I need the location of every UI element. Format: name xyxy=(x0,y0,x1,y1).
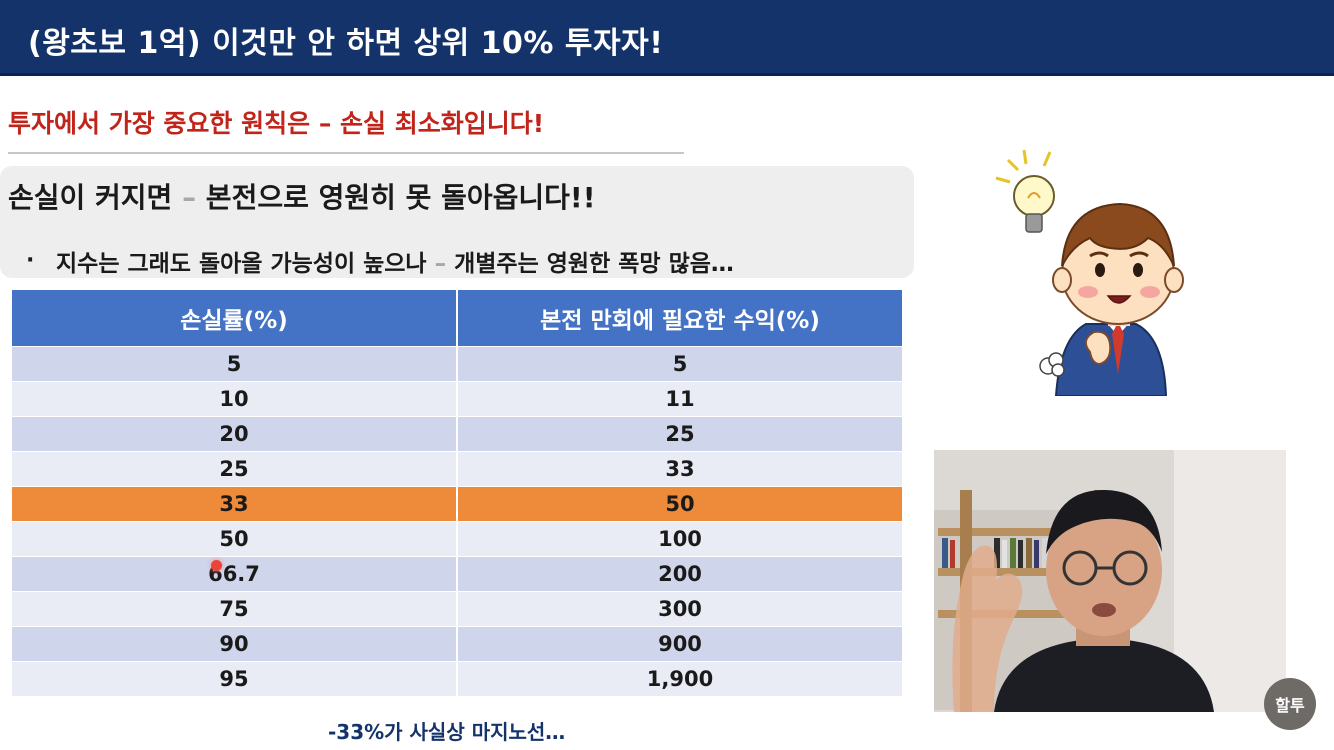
callout-main-after: 본전으로 영원히 못 돌아옵니다!! xyxy=(196,181,596,214)
callout-box xyxy=(0,166,914,278)
table-row-highlighted: 33 50 xyxy=(12,486,902,521)
loss-rate-cell: 50 xyxy=(219,527,249,551)
required-return-cell: 200 xyxy=(456,557,902,591)
callout-bullet-after: 개별주는 영원한 폭망 많음… xyxy=(446,251,734,277)
loss-rate-cell: 90 xyxy=(219,632,249,656)
required-return-cell: 5 xyxy=(456,347,902,381)
callout-main-dash: – xyxy=(182,181,197,214)
callout-bullet-before: 지수는 그래도 돌아올 가능성이 높으나 xyxy=(56,251,435,277)
table-row: 95 1,900 xyxy=(12,661,902,696)
table-row: 50 100 xyxy=(12,521,902,556)
required-return-cell: 900 xyxy=(456,627,902,661)
table-row: 20 25 xyxy=(12,416,902,451)
required-return-cell: 1,900 xyxy=(456,662,902,696)
puff-cloud-icon xyxy=(1039,352,1065,377)
subtitle-divider xyxy=(8,152,684,154)
required-return-cell: 50 xyxy=(456,487,902,521)
loss-recovery-table: 손실률(%) 본전 만회에 필요한 수익(%) 5 5 10 11 20 25 25 33 33… xyxy=(12,290,902,696)
required-return-cell: 300 xyxy=(456,592,902,626)
table-body: 5 5 10 11 20 25 25 33 33 50 50 100 66.7 200 75 300 90 900… xyxy=(12,346,902,696)
loss-rate-cell: 33 xyxy=(219,492,249,516)
webcam-scene xyxy=(934,450,1286,712)
loss-rate-cell: 5 xyxy=(226,352,242,376)
presenter-webcam-feed xyxy=(934,450,1286,712)
subtitle: 투자에서 가장 중요한 원칙은 – 손실 최소화입니다! xyxy=(8,109,545,138)
table-header-row: 손실률(%) 본전 만회에 필요한 수익(%) xyxy=(12,290,902,346)
header-bar: (왕초보 1억) 이것만 안 하면 상위 10% 투자자! xyxy=(0,0,1334,76)
channel-logo: 할투 xyxy=(1264,678,1316,730)
required-return-cell: 25 xyxy=(456,417,902,451)
bullet-dot: · xyxy=(26,248,35,273)
loss-rate-cell: 75 xyxy=(219,597,249,621)
callout-bullet-dash: – xyxy=(434,251,447,277)
table-header-loss: 손실률(%) xyxy=(180,308,288,334)
loss-rate-cell: 25 xyxy=(219,457,249,481)
loss-rate-cell: 20 xyxy=(219,422,249,446)
loss-rate-cell: 10 xyxy=(219,387,249,411)
businessman-icon xyxy=(1052,202,1184,396)
table-header-recovery: 본전 만회에 필요한 수익(%) xyxy=(456,290,902,346)
required-return-cell: 100 xyxy=(456,522,902,556)
required-return-cell: 33 xyxy=(456,452,902,486)
footnote: -33%가 사실상 마지노선… xyxy=(328,720,566,744)
businessman-lightbulb-illustration xyxy=(995,149,1184,396)
laser-pointer-dot xyxy=(211,560,222,571)
loss-rate-cell: 66.7 xyxy=(208,562,260,586)
lightbulb-icon xyxy=(995,149,1055,233)
page-title: (왕초보 1억) 이것만 안 하면 상위 10% 투자자! xyxy=(28,26,664,61)
callout-main-before: 손실이 커지면 xyxy=(8,181,183,214)
table-row: 10 11 xyxy=(12,381,902,416)
table-row: 66.7 200 xyxy=(12,556,902,591)
loss-rate-cell: 95 xyxy=(219,667,249,691)
required-return-cell: 11 xyxy=(456,382,902,416)
callout-bullet-text: 지수는 그래도 돌아올 가능성이 높으나 – 개별주는 영원한 폭망 많음… xyxy=(56,244,734,278)
callout-main-text: 손실이 커지면 – 본전으로 영원히 못 돌아옵니다!! xyxy=(8,176,595,216)
table-row: 90 900 xyxy=(12,626,902,661)
table-row: 25 33 xyxy=(12,451,902,486)
table-row: 75 300 xyxy=(12,591,902,626)
